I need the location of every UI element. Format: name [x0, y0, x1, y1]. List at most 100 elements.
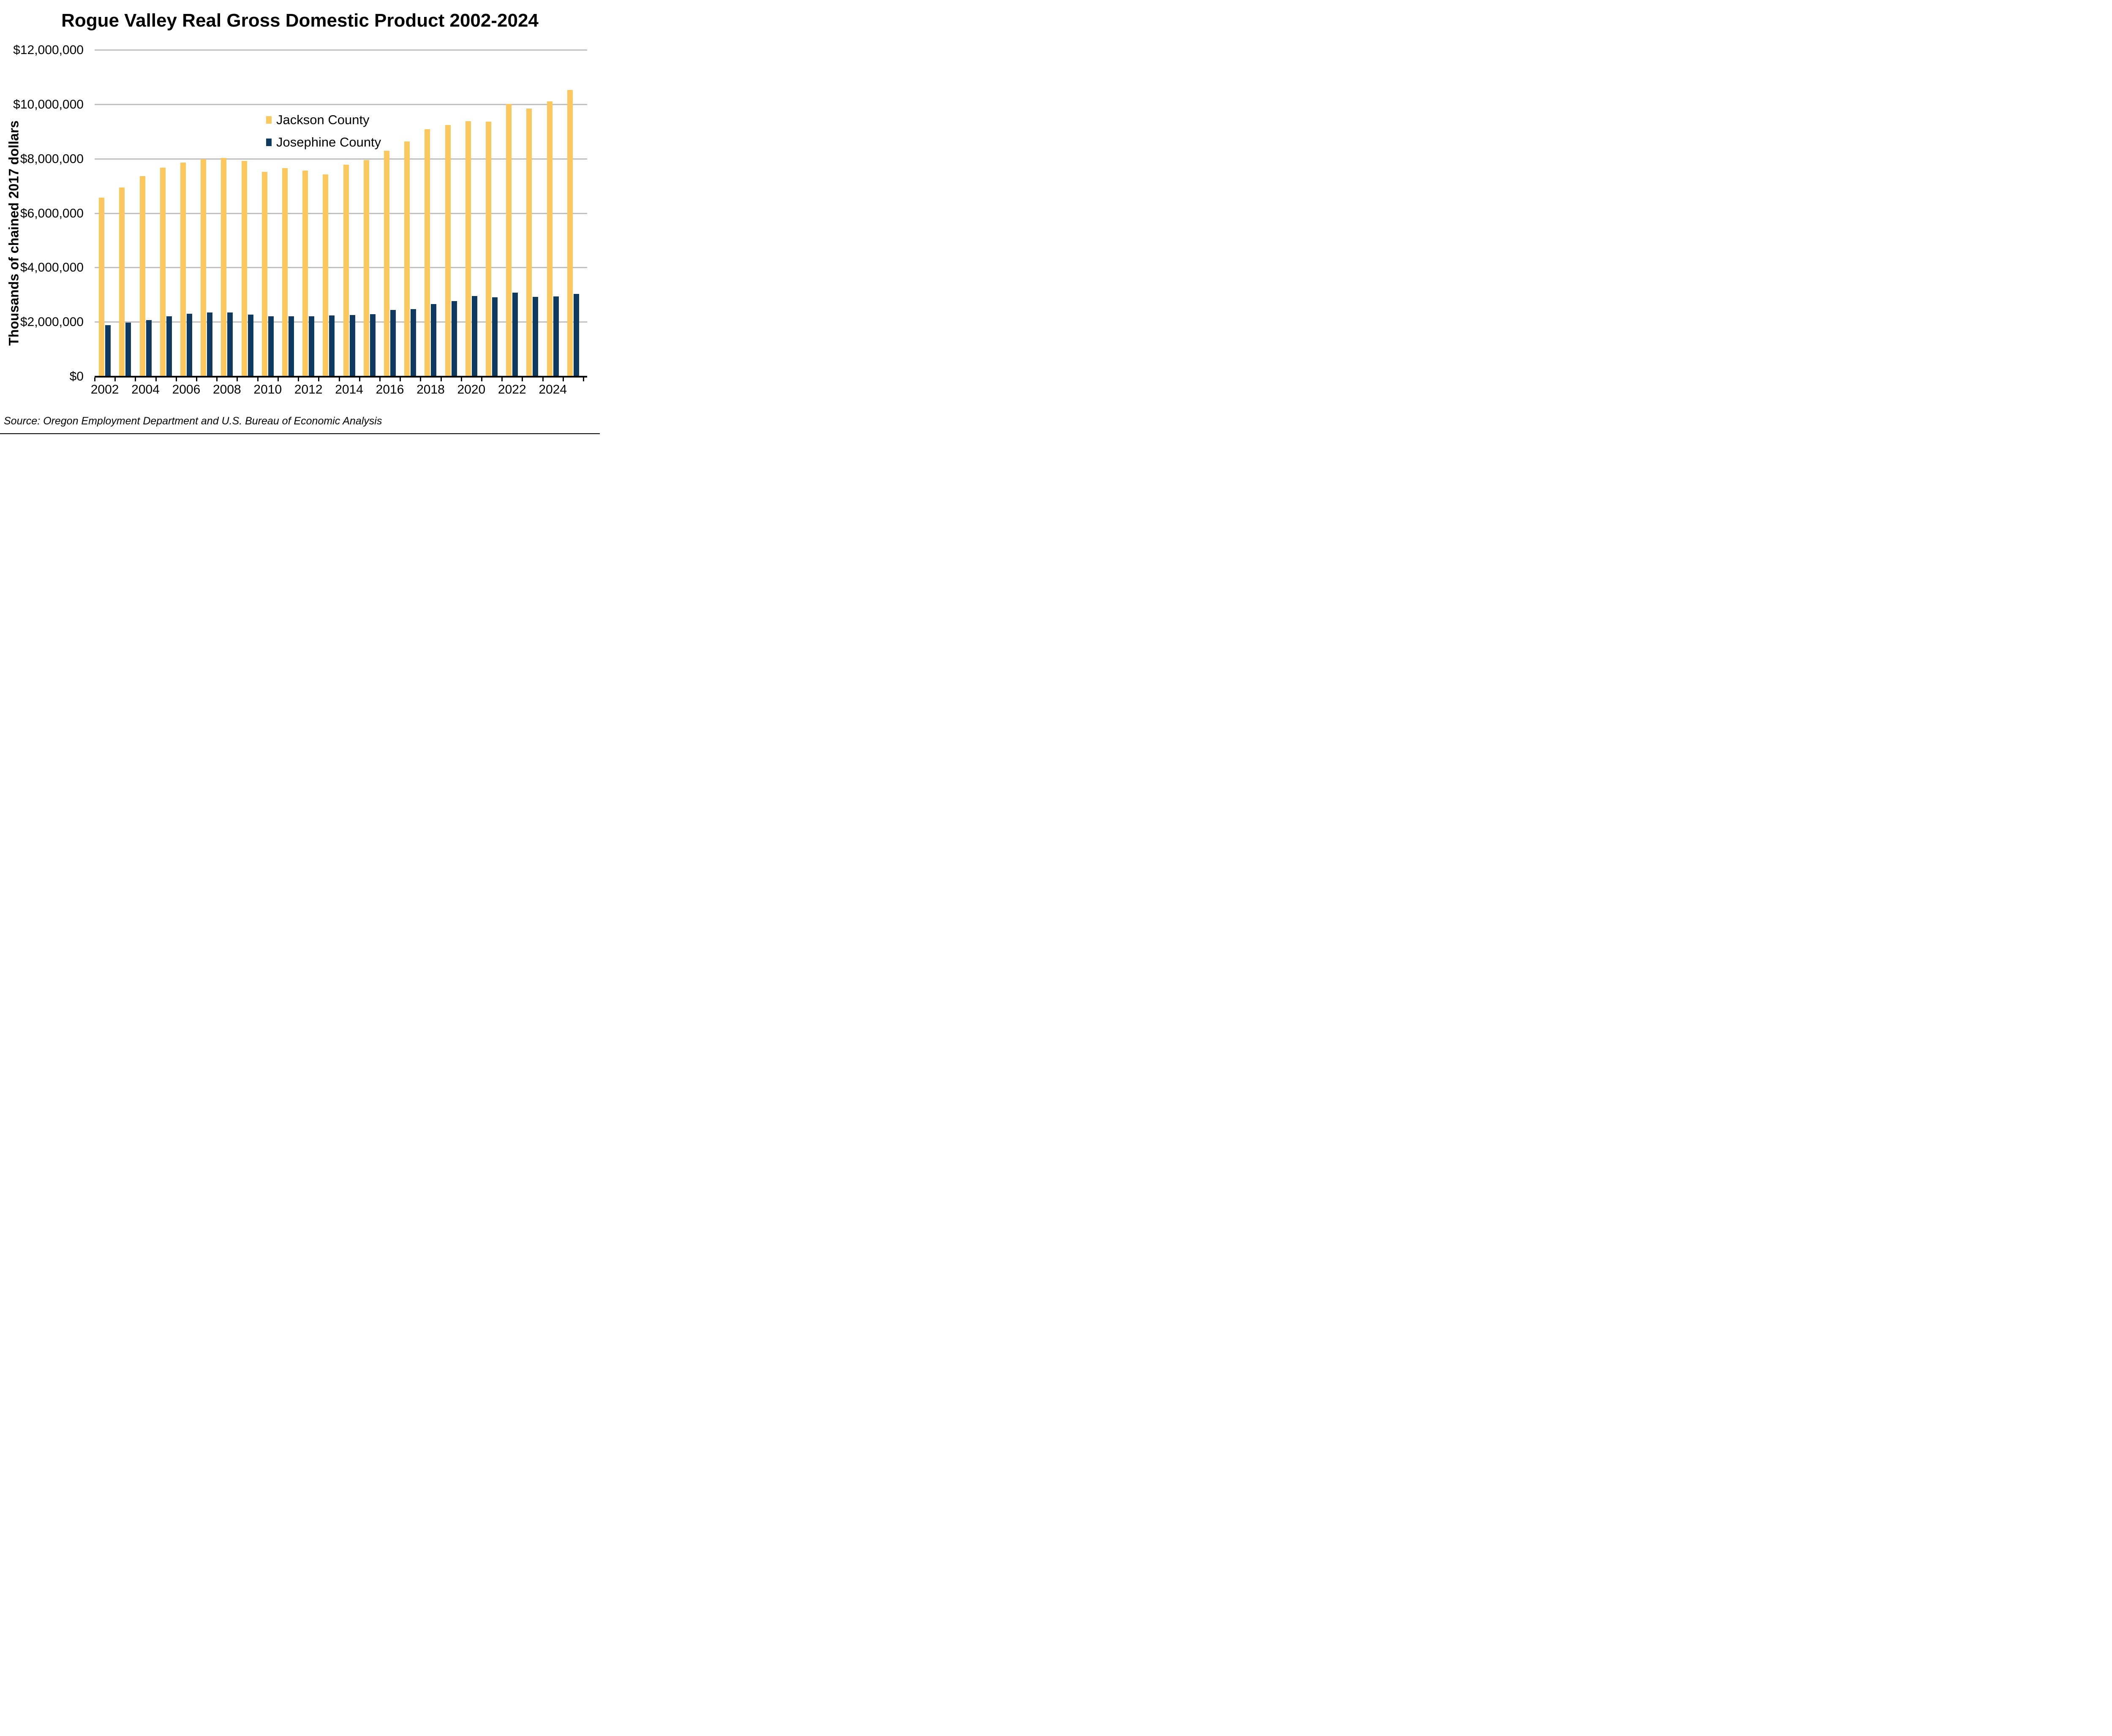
x-axis-tick — [277, 378, 279, 381]
x-tick-label-2012: 2012 — [294, 383, 323, 397]
bar-josephine-county-2012 — [309, 316, 315, 376]
bar-jackson-county-2016 — [384, 151, 389, 376]
y-tick-label-6: $12,000,000 — [13, 43, 84, 57]
bar-jackson-county-2010 — [261, 171, 267, 376]
bar-josephine-county-2015 — [370, 314, 376, 376]
bar-josephine-county-2006 — [186, 313, 192, 376]
x-axis-tick — [298, 378, 299, 381]
bar-jackson-county-2021 — [486, 121, 492, 376]
x-axis-tick — [338, 378, 340, 381]
x-axis-tick — [196, 378, 198, 381]
chart-title: Rogue Valley Real Gross Domestic Product… — [61, 10, 539, 31]
x-axis-tick — [175, 378, 177, 381]
x-axis-tick — [562, 378, 564, 381]
bar-jackson-county-2008 — [221, 158, 227, 376]
bar-group-2023 — [522, 50, 542, 376]
plot-area: 2002 2004 2006 2008 2010 2012 2014 2016 2018 2020… — [91, 49, 587, 397]
bar-josephine-county-2011 — [288, 316, 294, 376]
x-axis-tick — [501, 378, 503, 381]
bar-jackson-county-2003 — [119, 187, 125, 376]
legend-item-jackson: Jackson County — [266, 112, 381, 128]
x-axis-tick — [481, 378, 482, 381]
bar-jackson-county-2014 — [343, 164, 349, 376]
bar-jackson-county-2006 — [180, 163, 186, 376]
x-tick-label-2022: 2022 — [498, 383, 526, 397]
bar-jackson-county-2013 — [323, 174, 329, 376]
x-axis-line — [95, 376, 587, 378]
bar-group-2004 — [135, 50, 155, 376]
bar-josephine-county-2016 — [390, 310, 396, 376]
x-axis-tick — [135, 378, 136, 381]
x-axis-tick — [237, 378, 238, 381]
bar-group-2003 — [115, 50, 135, 376]
bar-group-2018 — [420, 50, 441, 376]
bar-jackson-county-2019 — [445, 125, 451, 376]
x-axis-tick — [400, 378, 401, 381]
bar-group-2008 — [217, 50, 237, 376]
x-axis-tick — [583, 378, 584, 381]
x-axis-tick — [257, 378, 259, 381]
jackson-legend-swatch — [266, 116, 272, 124]
bottom-border-line — [0, 433, 600, 434]
bar-group-2014 — [339, 50, 359, 376]
bar-josephine-county-2003 — [125, 323, 131, 376]
bar-group-2019 — [441, 50, 461, 376]
bar-group-2013 — [318, 50, 339, 376]
x-axis-tick — [522, 378, 523, 381]
x-axis-tick — [460, 378, 462, 381]
bar-group-2025 — [563, 50, 583, 376]
bar-josephine-county-2008 — [227, 312, 233, 376]
bar-group-2011 — [278, 50, 298, 376]
bar-josephine-county-2010 — [268, 316, 274, 376]
x-axis-tick — [155, 378, 157, 381]
bar-group-2005 — [156, 50, 176, 376]
bar-jackson-county-2011 — [282, 168, 288, 376]
gridline — [95, 212, 587, 214]
bar-josephine-county-2023 — [533, 297, 539, 376]
bar-jackson-county-2025 — [567, 90, 573, 376]
x-tick-label-2020: 2020 — [457, 383, 486, 397]
bar-jackson-county-2022 — [506, 104, 512, 376]
bar-josephine-county-2025 — [573, 293, 579, 376]
bar-jackson-county-2024 — [547, 101, 552, 376]
bar-josephine-county-2014 — [349, 315, 355, 376]
x-tick-label-2024: 2024 — [539, 383, 567, 397]
bar-jackson-county-2002 — [99, 197, 105, 376]
x-tick-label-2016: 2016 — [376, 383, 404, 397]
bar-jackson-county-2012 — [302, 171, 308, 376]
legend: Jackson County Josephine County — [266, 112, 381, 157]
x-tick-label-2006: 2006 — [172, 383, 201, 397]
bar-josephine-county-2018 — [431, 304, 437, 376]
x-tick-label-2010: 2010 — [253, 383, 282, 397]
y-tick-label-0: $0 — [69, 369, 84, 383]
bar-josephine-county-2002 — [105, 325, 111, 376]
bar-jackson-county-2015 — [363, 160, 369, 376]
bar-josephine-county-2005 — [166, 316, 172, 376]
y-tick-label-2: $4,000,000 — [20, 261, 84, 275]
bar-group-2007 — [196, 50, 217, 376]
bar-josephine-county-2004 — [146, 320, 152, 376]
bar-jackson-county-2020 — [465, 121, 471, 376]
jackson-legend-label: Jackson County — [276, 112, 370, 127]
x-tick-label-2008: 2008 — [212, 383, 241, 397]
x-axis-tick — [359, 378, 360, 381]
y-tick-label-5: $10,000,000 — [13, 97, 84, 111]
bar-jackson-county-2023 — [526, 109, 532, 376]
x-axis-tick — [114, 378, 116, 381]
bar-josephine-county-2017 — [411, 309, 416, 376]
bar-group-2015 — [359, 50, 380, 376]
bar-josephine-county-2019 — [451, 301, 457, 376]
bar-group-2010 — [258, 50, 278, 376]
y-tick-label-3: $6,000,000 — [20, 206, 84, 220]
y-tick-label-1: $2,000,000 — [20, 315, 84, 329]
bar-group-2024 — [543, 50, 563, 376]
bar-jackson-county-2004 — [139, 176, 145, 376]
bar-group-2016 — [380, 50, 400, 376]
bar-jackson-county-2018 — [425, 129, 430, 376]
bar-group-2006 — [176, 50, 196, 376]
x-axis-tick — [420, 378, 422, 381]
legend-item-josephine: Josephine County — [266, 135, 381, 150]
gridline — [95, 103, 587, 105]
bar-josephine-county-2013 — [329, 315, 335, 376]
gridline — [95, 321, 587, 323]
